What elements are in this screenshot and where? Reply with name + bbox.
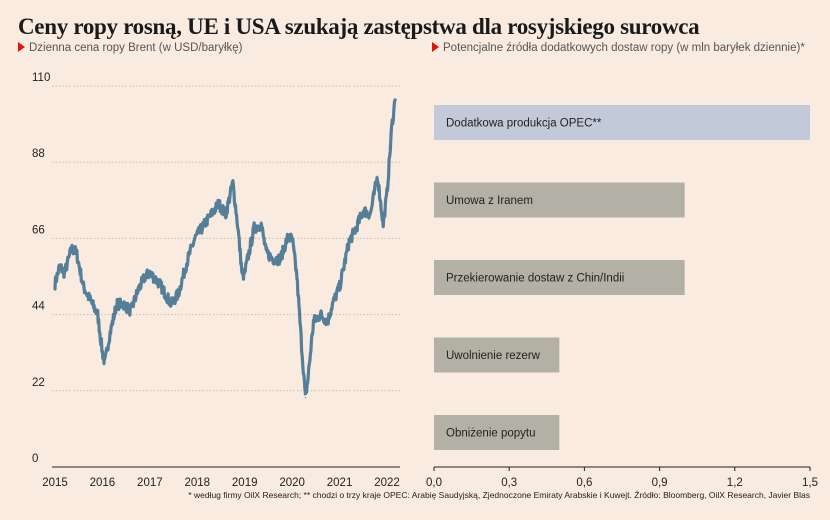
line-point xyxy=(232,182,234,184)
bar-x-tick-label: 0,9 xyxy=(652,477,668,489)
x-tick-label: 2018 xyxy=(184,477,210,489)
line-point xyxy=(218,203,220,205)
line-point xyxy=(101,352,103,354)
right-subtitle-text: Potencjalne źródła dodatkowych dostaw ro… xyxy=(443,42,805,54)
line-point xyxy=(312,320,315,323)
bar-category-label: Uwolnienie rezerw xyxy=(446,350,541,362)
bar-category-label: Przekierowanie dostaw z Chin/Indii xyxy=(446,273,624,285)
line-point xyxy=(286,237,288,239)
line-point xyxy=(369,213,371,215)
y-tick-label: 66 xyxy=(32,224,45,236)
bar xyxy=(434,337,560,373)
line-point xyxy=(260,223,262,226)
line-point xyxy=(158,282,160,284)
bar xyxy=(434,260,685,295)
line-point xyxy=(348,241,350,243)
left-subtitle: Dzienna cena ropy Brent (w USD/baryłkę) xyxy=(18,42,242,54)
line-point xyxy=(279,258,281,260)
right-subtitle: Potencjalne źródła dodatkowych dostaw ro… xyxy=(432,42,805,54)
line-point xyxy=(177,293,179,295)
red-triangle-icon xyxy=(18,42,25,52)
brent-price-line-chart: 0 22 44 66 88 110 2015 2016 2017 2018 2019 2020 2021… xyxy=(32,72,400,489)
line-point xyxy=(137,289,139,291)
line-point xyxy=(382,223,384,226)
line-point xyxy=(97,314,99,316)
y-tick-label: 0 xyxy=(32,453,38,465)
bar xyxy=(434,415,560,450)
y-tick-label: 88 xyxy=(32,148,45,160)
footnote: * według firmy OilX Research; ** chodzi … xyxy=(188,490,810,500)
line-point xyxy=(225,213,227,215)
line-point xyxy=(320,314,322,316)
line-point xyxy=(394,99,396,101)
line-point xyxy=(339,286,341,288)
line-point xyxy=(149,272,151,274)
line-point xyxy=(144,275,146,278)
y-tick-label: 22 xyxy=(32,377,45,389)
line-point xyxy=(291,237,293,239)
bar-category-label: Umowa z Iranem xyxy=(446,195,533,207)
bar-x-tick-label: 0,6 xyxy=(576,477,592,489)
line-point xyxy=(108,334,111,336)
y-tick-label: 44 xyxy=(32,301,45,313)
x-tick-label: 2020 xyxy=(279,477,305,489)
line-point xyxy=(376,175,379,177)
line-point xyxy=(355,227,357,229)
line-point xyxy=(59,265,61,267)
line-point xyxy=(210,213,213,215)
line-point xyxy=(116,303,118,305)
line-point xyxy=(123,303,125,305)
supply-sources-bar-chart: 0,0 0,3 0,6 0,9 1,2 1,5 Dodatkowa produkcja OP… xyxy=(426,105,818,489)
left-subtitle-text: Dzienna cena ropy Brent (w USD/baryłkę) xyxy=(29,42,243,54)
line-point xyxy=(391,127,393,129)
red-triangle-icon xyxy=(432,42,439,52)
x-tick-label: 2016 xyxy=(90,477,116,489)
line-point xyxy=(241,275,243,278)
bar xyxy=(434,105,810,140)
x-tick-label: 2015 xyxy=(42,477,68,489)
line-point xyxy=(296,275,298,278)
line-point xyxy=(170,303,172,305)
line-point xyxy=(265,251,267,253)
x-tick-label: 2021 xyxy=(327,477,353,489)
x-tick-label: 2017 xyxy=(137,477,163,489)
line-point xyxy=(71,248,73,250)
line-point xyxy=(63,272,66,274)
bar-x-tick-label: 1,2 xyxy=(727,477,743,489)
line-point xyxy=(307,379,309,381)
brent-price-line xyxy=(53,98,397,396)
line-point xyxy=(327,320,329,323)
line-point xyxy=(301,345,303,347)
bar-x-tick-label: 1,5 xyxy=(802,477,818,489)
bar-category-label: Dodatkowa produkcja OPEC** xyxy=(446,118,602,130)
line-point xyxy=(253,227,255,229)
line-point xyxy=(104,362,106,364)
line-point xyxy=(203,223,205,226)
bar-category-label: Obniżenie popytu xyxy=(446,428,536,440)
line-point xyxy=(90,300,92,302)
line-point xyxy=(75,251,77,253)
y-tick-label: 110 xyxy=(32,72,50,84)
x-tick-label: 2019 xyxy=(232,477,258,489)
line-point xyxy=(331,303,334,305)
line-point xyxy=(272,258,274,260)
bar xyxy=(434,182,685,218)
line-point xyxy=(304,397,306,399)
line-point xyxy=(362,210,364,212)
line-point xyxy=(82,286,85,288)
line-point xyxy=(187,258,189,260)
bar-x-tick-label: 0,0 xyxy=(426,477,442,489)
chart-title: Ceny ropy rosną, UE i USA szukają zastęp… xyxy=(18,14,700,39)
line-point xyxy=(54,282,56,284)
line-point xyxy=(237,223,239,226)
line-point xyxy=(386,192,388,194)
line-point xyxy=(194,237,196,239)
bar-x-tick-label: 0,3 xyxy=(501,477,517,489)
line-point xyxy=(244,272,246,274)
x-tick-label: 2022 xyxy=(374,477,400,489)
line-point xyxy=(130,310,132,312)
